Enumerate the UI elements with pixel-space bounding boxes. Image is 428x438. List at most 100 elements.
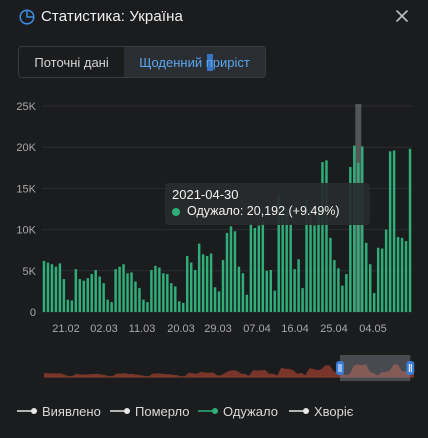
bar [62, 279, 66, 312]
pie-chart-icon [19, 9, 35, 25]
bar [257, 225, 261, 312]
legend-item-detected[interactable]: Виявлено [16, 400, 101, 422]
navigator-right-handle[interactable] [406, 361, 415, 375]
bar [42, 260, 46, 312]
bar [372, 293, 376, 312]
y-tick-label: 15K [16, 183, 36, 195]
bar [329, 237, 332, 312]
bar [380, 248, 384, 312]
tab-daily-growth[interactable]: Щоденний приріст [124, 47, 265, 77]
x-tick-label: 21.02 [52, 323, 80, 335]
bar [349, 166, 352, 312]
bar [98, 276, 101, 312]
bar [146, 302, 149, 312]
bar [205, 255, 209, 312]
bar [281, 206, 284, 312]
close-icon[interactable] [395, 9, 409, 23]
bar [392, 150, 396, 312]
bar [368, 264, 372, 312]
bar [365, 242, 368, 312]
bar [54, 266, 58, 312]
bar [361, 146, 364, 312]
bar [261, 221, 265, 312]
bar [341, 285, 344, 312]
bar [277, 194, 280, 312]
bar [297, 259, 300, 312]
bar [376, 247, 380, 312]
bar [313, 225, 316, 312]
bar [86, 278, 89, 312]
bar [213, 287, 217, 312]
legend-label: Хворіє [314, 403, 354, 419]
bar [130, 272, 133, 312]
bar [353, 145, 356, 312]
bar [162, 273, 165, 312]
bar [185, 255, 189, 312]
bar [182, 302, 185, 312]
bar [309, 207, 312, 312]
bar [201, 254, 205, 312]
bar [241, 273, 245, 312]
x-tick-label: 16.04 [281, 323, 309, 335]
bar [305, 199, 308, 312]
bar [404, 241, 408, 312]
bar [94, 269, 97, 312]
bar [233, 231, 237, 312]
bar [142, 299, 145, 312]
bar [285, 208, 288, 312]
bar [209, 253, 213, 312]
chart-legend: Виявлено Померло Одужало Хворіє [0, 400, 428, 422]
navigator-left-handle[interactable] [336, 361, 344, 375]
bar [269, 269, 272, 312]
view-tabs: Поточні дані Щоденний приріст [18, 46, 266, 78]
handle-body [406, 361, 415, 375]
bar [154, 265, 157, 312]
tab-daily-growth-label: Щоденний приріст [139, 54, 250, 70]
bar [384, 229, 388, 312]
bar [134, 281, 137, 312]
x-tick-label: 29.03 [204, 323, 232, 335]
bar [400, 237, 404, 312]
x-tick-label: 20.03 [167, 323, 195, 335]
bar [333, 260, 336, 312]
bar [197, 243, 201, 312]
x-tick-label: 07.04 [243, 323, 271, 335]
x-tick-label: 25.04 [320, 323, 348, 335]
range-navigator[interactable] [0, 353, 428, 385]
bar [293, 269, 296, 312]
bar [118, 266, 121, 312]
bar [90, 274, 93, 312]
legend-item-sick[interactable]: Хворіє [288, 400, 353, 422]
legend-label: Одужало [223, 403, 278, 419]
bar [253, 227, 257, 312]
bar [74, 269, 78, 312]
chart-tooltip: 2021-04-30 Одужало: 20,192 (+9.49%) [165, 183, 370, 225]
bar [225, 232, 229, 312]
bar [150, 269, 153, 312]
y-tick-label: 0 [30, 307, 36, 319]
legend-item-recovered[interactable]: Одужало [197, 400, 278, 422]
bar [114, 269, 117, 312]
bar [126, 273, 129, 312]
bar [265, 270, 269, 312]
tab-current-data[interactable]: Поточні дані [19, 47, 125, 77]
bar [337, 268, 340, 312]
legend-line-marker-icon [17, 408, 37, 414]
bar [102, 283, 105, 312]
bar [66, 299, 70, 312]
bar [229, 226, 233, 312]
bar [70, 300, 74, 312]
bar [217, 291, 221, 312]
bar [408, 148, 412, 312]
navigator-selected-range [340, 355, 411, 381]
bar [106, 299, 109, 312]
legend-item-died[interactable]: Померло [109, 400, 190, 422]
y-tick-label: 10K [16, 225, 36, 237]
x-tick-label: 11.03 [129, 323, 156, 335]
bar [193, 269, 197, 312]
navigator-area [44, 364, 414, 377]
y-tick-label: 20K [16, 142, 36, 154]
bar [166, 274, 169, 312]
bar [301, 288, 304, 312]
dialog-title: Статистика: Україна [41, 8, 183, 25]
